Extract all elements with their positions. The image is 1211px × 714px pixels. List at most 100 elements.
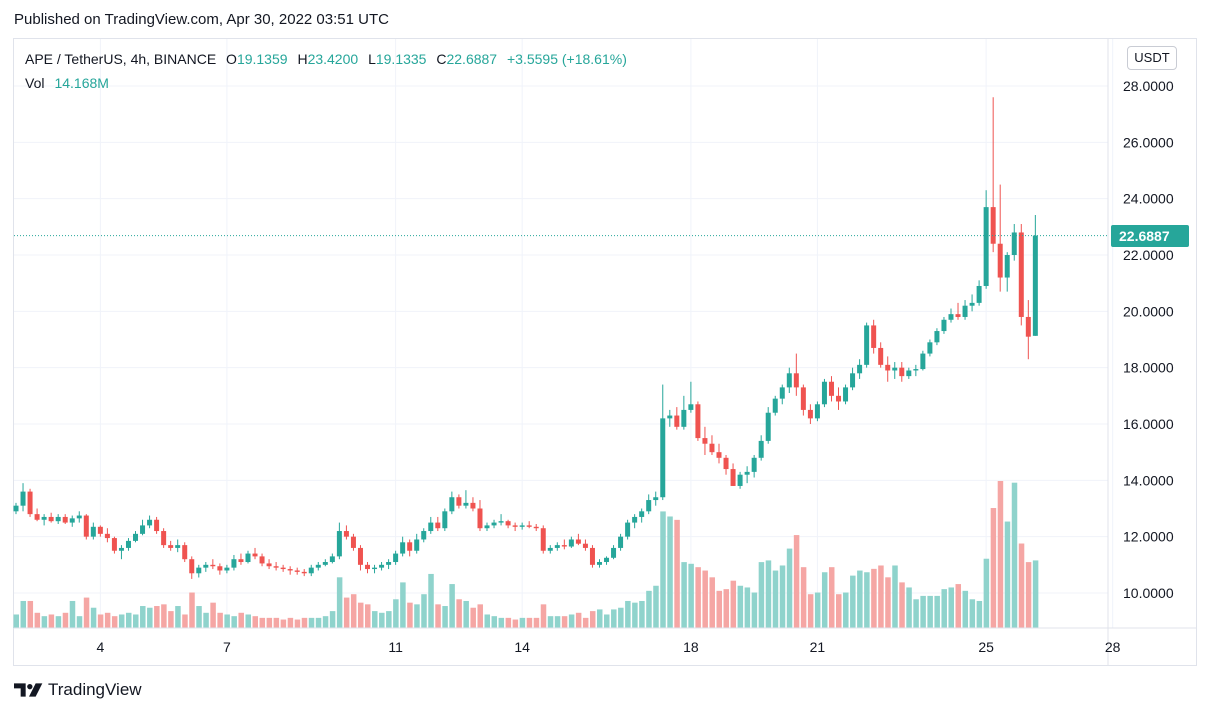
candle-body[interactable] bbox=[639, 511, 645, 517]
candle-body[interactable] bbox=[836, 395, 842, 402]
candle-body[interactable] bbox=[990, 207, 996, 244]
candle-body[interactable] bbox=[252, 553, 258, 557]
candle-body[interactable] bbox=[400, 542, 406, 554]
candle-body[interactable] bbox=[203, 564, 209, 568]
candle-body[interactable] bbox=[618, 536, 624, 548]
candle-body[interactable] bbox=[828, 381, 834, 396]
candle-body[interactable] bbox=[90, 526, 96, 537]
tradingview-brand[interactable]: TradingView bbox=[14, 680, 142, 700]
candle-body[interactable] bbox=[210, 564, 216, 567]
candle-body[interactable] bbox=[850, 373, 856, 388]
candle-body[interactable] bbox=[1018, 232, 1024, 317]
candle-body[interactable] bbox=[962, 305, 968, 317]
candle-body[interactable] bbox=[273, 566, 279, 568]
candle-body[interactable] bbox=[498, 521, 504, 523]
candle-body[interactable] bbox=[526, 525, 532, 527]
candle-body[interactable] bbox=[779, 387, 785, 399]
candle-body[interactable] bbox=[864, 325, 870, 365]
candle-body[interactable] bbox=[350, 536, 356, 548]
candle-body[interactable] bbox=[653, 497, 659, 501]
candle-body[interactable] bbox=[892, 367, 898, 371]
candle-body[interactable] bbox=[871, 325, 877, 348]
symbol-label[interactable]: APE / TetherUS, 4h, BINANCE bbox=[25, 51, 217, 67]
candle-body[interactable] bbox=[357, 547, 363, 565]
candle-body[interactable] bbox=[463, 502, 469, 506]
candle-body[interactable] bbox=[941, 319, 947, 332]
candle-body[interactable] bbox=[814, 404, 820, 419]
candle-body[interactable] bbox=[27, 491, 33, 515]
candle-body[interactable] bbox=[287, 569, 293, 571]
candle-body[interactable] bbox=[435, 522, 441, 529]
candle-body[interactable] bbox=[751, 457, 757, 472]
candle-body[interactable] bbox=[723, 457, 729, 470]
candle-body[interactable] bbox=[1025, 316, 1031, 337]
candle-body[interactable] bbox=[681, 409, 687, 427]
candle-body[interactable] bbox=[97, 526, 103, 534]
candle-body[interactable] bbox=[709, 443, 715, 453]
candle-body[interactable] bbox=[955, 314, 961, 317]
candle-body[interactable] bbox=[245, 553, 251, 563]
candle-body[interactable] bbox=[920, 353, 926, 370]
candle-body[interactable] bbox=[69, 518, 75, 523]
candle-body[interactable] bbox=[800, 387, 806, 410]
candle-body[interactable] bbox=[280, 567, 286, 570]
candle-body[interactable] bbox=[772, 398, 778, 413]
candle-body[interactable] bbox=[646, 500, 652, 512]
candle-body[interactable] bbox=[41, 516, 47, 520]
candle-body[interactable] bbox=[104, 533, 110, 539]
candle-body[interactable] bbox=[147, 519, 153, 526]
candle-body[interactable] bbox=[393, 553, 399, 563]
candle-body[interactable] bbox=[667, 415, 673, 419]
candle-body[interactable] bbox=[927, 342, 933, 354]
candle-body[interactable] bbox=[899, 367, 905, 377]
candle-body[interactable] bbox=[906, 370, 912, 377]
candle-body[interactable] bbox=[329, 556, 335, 563]
candle-body[interactable] bbox=[604, 557, 610, 563]
candle-body[interactable] bbox=[561, 545, 567, 547]
candle-body[interactable] bbox=[259, 556, 265, 564]
candle-body[interactable] bbox=[308, 567, 314, 574]
candle-body[interactable] bbox=[168, 545, 174, 548]
candle-body[interactable] bbox=[62, 516, 68, 523]
candle-body[interactable] bbox=[934, 331, 940, 343]
candle-body[interactable] bbox=[343, 531, 349, 537]
candle-body[interactable] bbox=[575, 539, 581, 544]
candle-body[interactable] bbox=[730, 469, 736, 486]
candle-body[interactable] bbox=[477, 508, 483, 529]
candle-body[interactable] bbox=[547, 547, 553, 551]
candle-body[interactable] bbox=[161, 531, 167, 546]
candle-body[interactable] bbox=[765, 412, 771, 441]
candle-body[interactable] bbox=[301, 571, 307, 574]
volume-label[interactable]: Vol bbox=[25, 75, 45, 91]
candle-body[interactable] bbox=[885, 364, 891, 371]
candle-body[interactable] bbox=[554, 545, 560, 548]
candle-body[interactable] bbox=[589, 547, 595, 565]
candle-body[interactable] bbox=[315, 564, 321, 568]
candle-body[interactable] bbox=[372, 567, 378, 570]
candle-body[interactable] bbox=[231, 559, 237, 568]
candle-body[interactable] bbox=[456, 497, 462, 506]
candle-body[interactable] bbox=[294, 570, 300, 572]
candle-body[interactable] bbox=[976, 285, 982, 303]
candle-body[interactable] bbox=[407, 542, 413, 551]
candle-body[interactable] bbox=[365, 564, 370, 570]
candle-body[interactable] bbox=[512, 525, 518, 527]
candle-body[interactable] bbox=[217, 566, 223, 571]
candle-body[interactable] bbox=[625, 522, 631, 537]
candle-body[interactable] bbox=[744, 471, 750, 475]
candle-body[interactable] bbox=[379, 564, 385, 568]
candle-body[interactable] bbox=[182, 545, 188, 560]
candle-body[interactable] bbox=[793, 373, 799, 388]
candle-body[interactable] bbox=[611, 547, 617, 558]
candle-body[interactable] bbox=[1032, 235, 1038, 336]
candle-body[interactable] bbox=[386, 562, 392, 565]
candle-body[interactable] bbox=[997, 243, 1003, 278]
candle-body[interactable] bbox=[1004, 255, 1010, 278]
candle-body[interactable] bbox=[674, 415, 680, 427]
candle-body[interactable] bbox=[596, 562, 602, 565]
candle-body[interactable] bbox=[632, 516, 638, 523]
candle-body[interactable] bbox=[807, 409, 813, 419]
candle-body[interactable] bbox=[470, 502, 476, 509]
candle-body[interactable] bbox=[695, 404, 701, 439]
